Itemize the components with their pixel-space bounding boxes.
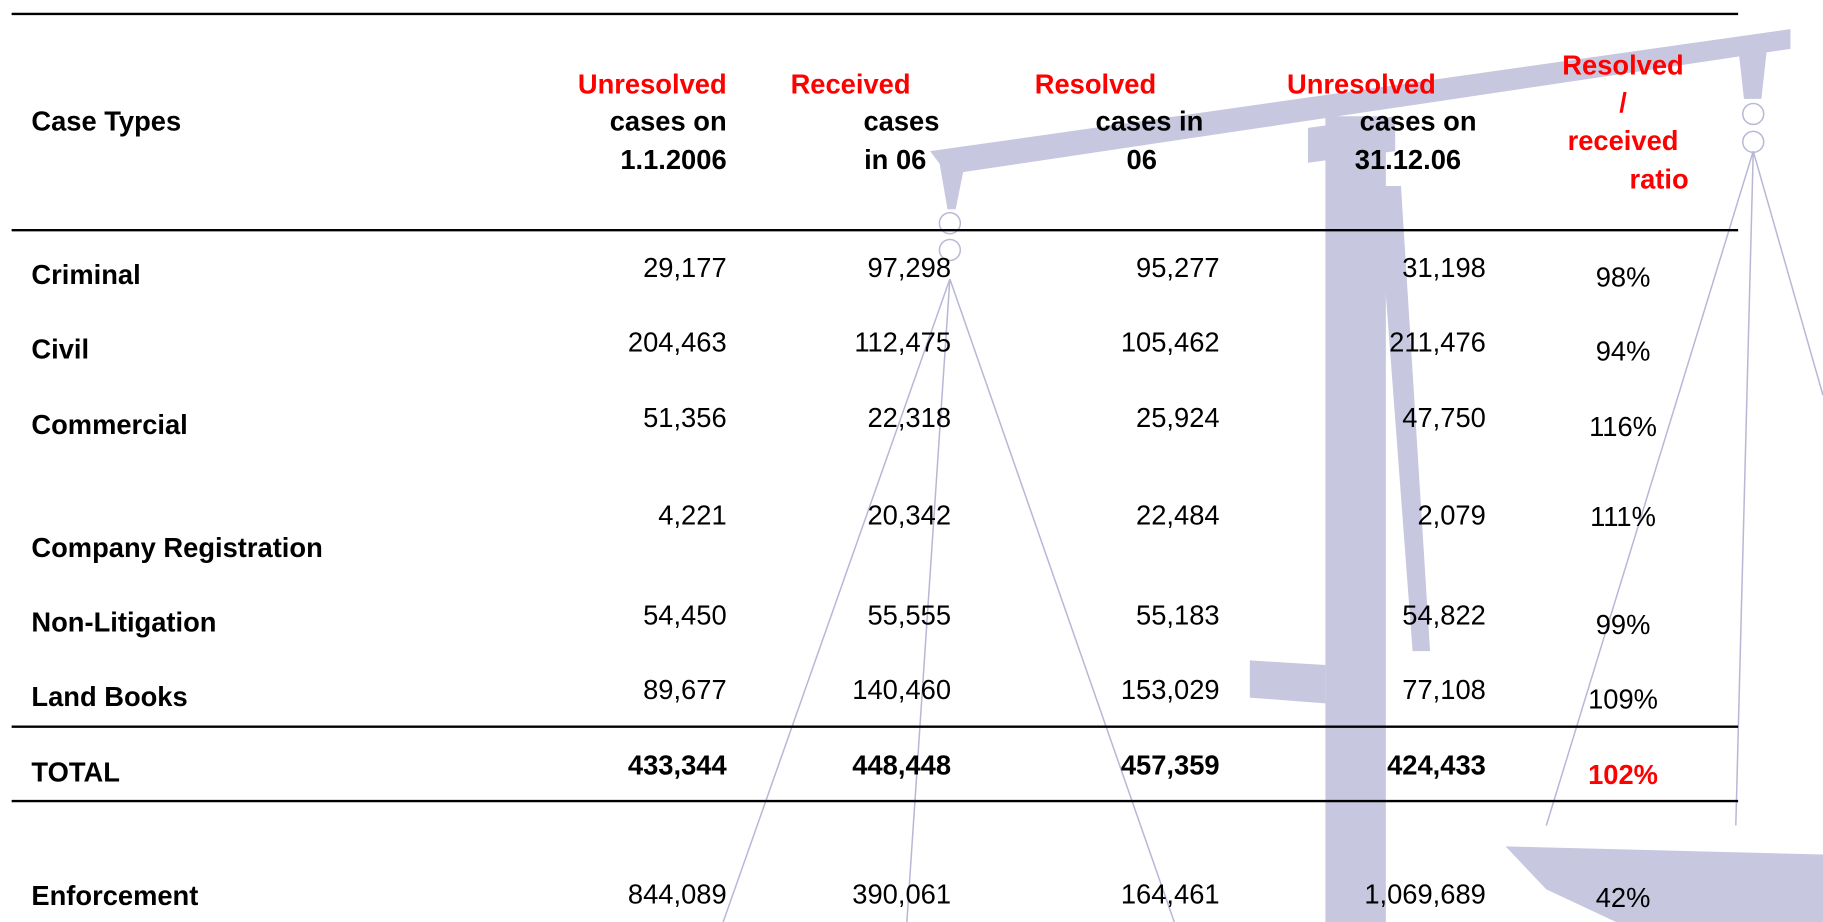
column-header: Unresolved	[1287, 68, 1436, 99]
column-header: Received	[791, 68, 911, 99]
scale-arm	[1377, 186, 1431, 652]
ratio-cell: 102%	[1588, 759, 1658, 790]
cell: 448,448	[852, 750, 951, 781]
column-header: in 06	[864, 144, 926, 175]
row-label: Enforcement	[31, 880, 198, 911]
column-header: Case Types	[31, 105, 181, 136]
scales-illustration	[722, 29, 1823, 922]
cell: 55,183	[1136, 600, 1220, 631]
row-label: Civil	[31, 333, 89, 364]
ratio-cell: 109%	[1588, 683, 1658, 714]
ratio-cell: 116%	[1589, 411, 1657, 442]
cell: 20,342	[867, 500, 951, 531]
column-header: cases on	[610, 105, 727, 136]
column-header: cases	[863, 105, 939, 136]
scale-beam	[930, 29, 1791, 175]
row-label: Commercial	[31, 409, 187, 440]
cell: 424,433	[1387, 750, 1486, 781]
cell: 2,079	[1417, 500, 1485, 531]
cell: 112,475	[854, 326, 951, 357]
row-label: Land Books	[31, 681, 187, 712]
scale-top	[1307, 116, 1396, 163]
column-header: received	[1568, 125, 1679, 156]
cell: 55,555	[867, 600, 951, 631]
cell: 77,108	[1402, 674, 1486, 705]
column-header: Resolved	[1562, 50, 1683, 81]
cell: 105,462	[1121, 326, 1220, 357]
cell: 29,177	[643, 252, 727, 283]
cell: 54,822	[1402, 600, 1486, 631]
cell: 51,356	[643, 402, 727, 433]
cell: 433,344	[628, 750, 728, 781]
column-header: 1.1.2006	[620, 144, 726, 175]
ratio-cell: 99%	[1596, 609, 1651, 640]
row-label: Company Registration	[31, 532, 322, 563]
cell: 4,221	[658, 500, 726, 531]
column-header: cases in	[1096, 105, 1204, 136]
table: Case Types Unresolved cases on 1.1.2006 Rece…	[31, 50, 1688, 913]
cell: 95,277	[1136, 252, 1220, 283]
cell: 390,061	[852, 879, 951, 910]
cell: 164,461	[1121, 879, 1220, 910]
column-header: /	[1619, 87, 1627, 118]
column-header: Unresolved	[578, 68, 727, 99]
cell: 457,359	[1121, 750, 1220, 781]
column-header: 31.12.06	[1355, 144, 1461, 175]
rules	[11, 12, 1739, 803]
scale-hook-right	[1738, 46, 1768, 99]
scale-pan	[1505, 846, 1823, 922]
column-header: cases on	[1360, 105, 1477, 136]
cell: 153,029	[1121, 674, 1220, 705]
cell: 47,750	[1402, 402, 1486, 433]
cell: 25,924	[1136, 402, 1220, 433]
cell: 844,089	[628, 879, 727, 910]
ratio-cell: 42%	[1596, 882, 1651, 913]
ratio-cell: 98%	[1596, 261, 1651, 292]
scale-strings	[722, 102, 1823, 922]
row-label: Non-Litigation	[31, 607, 216, 638]
scale-pillar	[1325, 116, 1386, 922]
cell: 211,476	[1389, 326, 1486, 357]
row-label: TOTAL	[31, 757, 119, 788]
column-header: Resolved	[1035, 68, 1156, 99]
scale-hook-left	[939, 162, 965, 210]
cell: 22,484	[1136, 500, 1220, 531]
cell: 22,318	[867, 402, 951, 433]
column-header: ratio	[1629, 164, 1688, 195]
cell: 97,298	[867, 252, 951, 283]
cell: 204,463	[628, 326, 727, 357]
cell: 31,198	[1402, 252, 1486, 283]
ratio-cell: 111%	[1590, 501, 1656, 532]
ratio-cell: 94%	[1596, 336, 1651, 367]
column-header: 06	[1127, 144, 1157, 175]
cell: 89,677	[643, 674, 727, 705]
cell: 54,450	[643, 600, 727, 631]
cell: 1,069,689	[1364, 879, 1486, 910]
scale-foot	[1249, 660, 1326, 704]
row-label: Criminal	[31, 259, 140, 290]
cell: 140,460	[852, 674, 951, 705]
